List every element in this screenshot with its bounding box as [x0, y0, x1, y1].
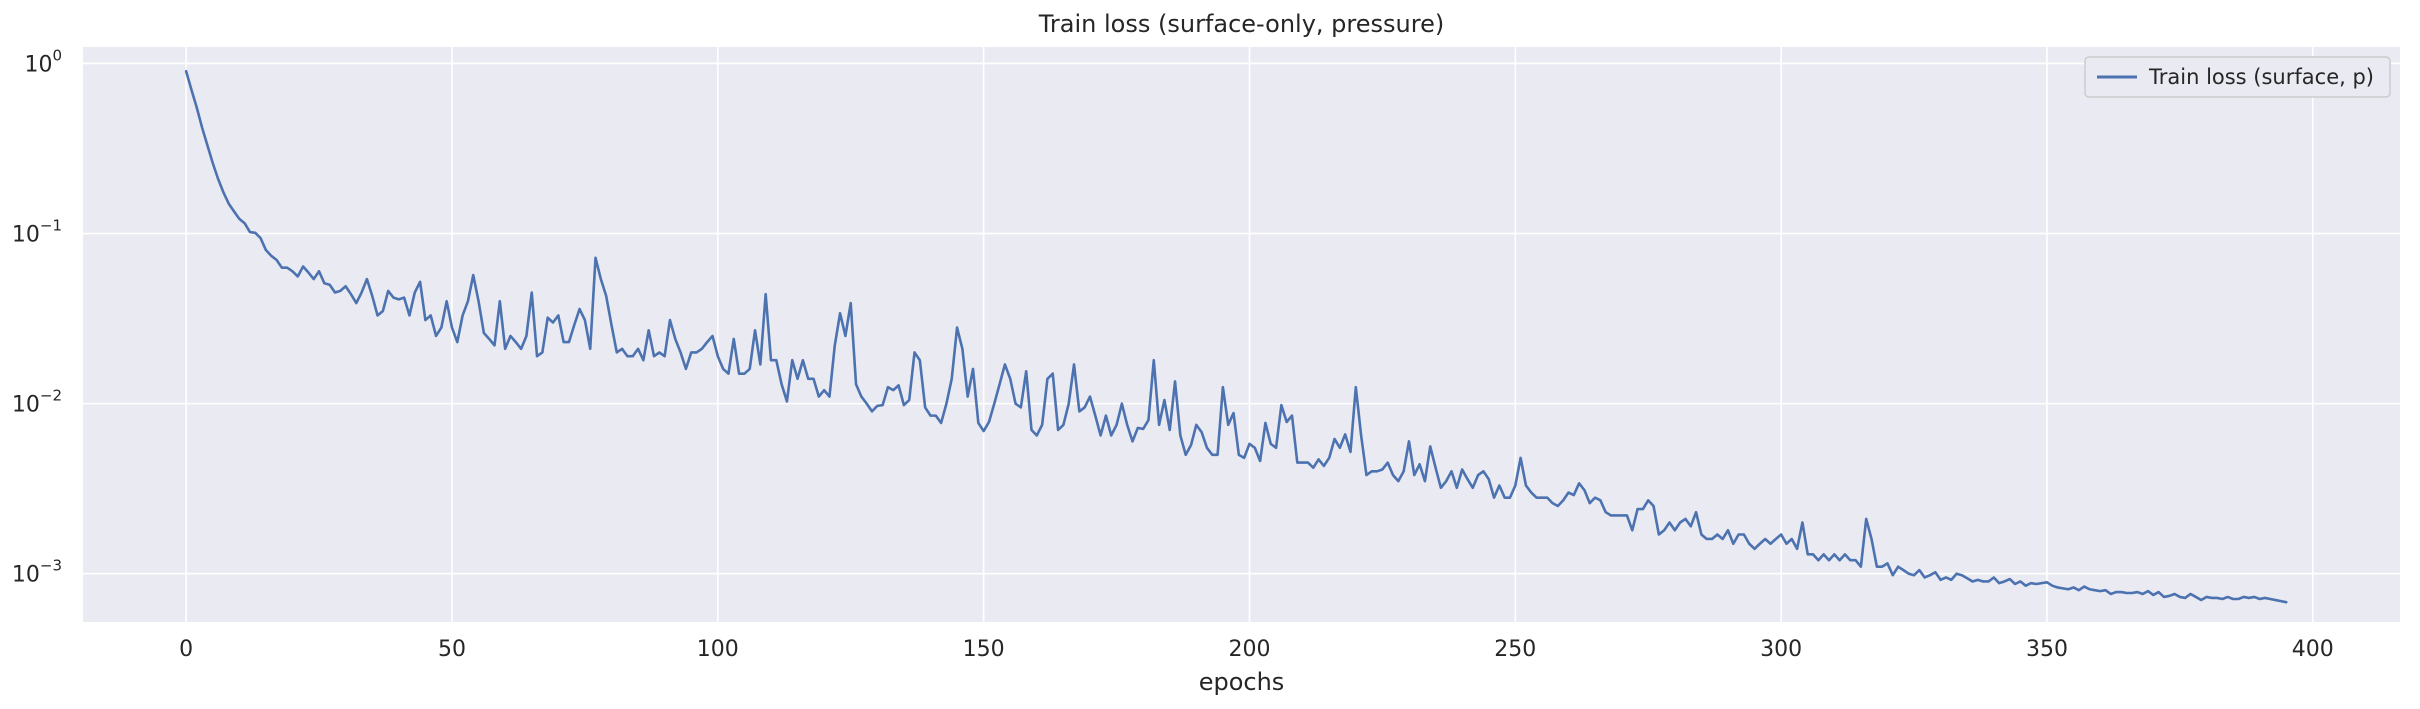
x-tick-label: 350: [2026, 637, 2068, 662]
y-tick-labels: 100 10−1 10−2 10−3: [12, 46, 62, 587]
series-lines: [184, 69, 2288, 604]
x-tick-label: 50: [438, 637, 466, 662]
x-tick-label: 250: [1494, 637, 1536, 662]
x-tick-label: 100: [697, 637, 739, 662]
x-tick-label: 400: [2292, 637, 2334, 662]
x-tick-label: 200: [1228, 637, 1270, 662]
y-tick-label: 10−1: [12, 217, 62, 248]
chart-title: Train loss (surface-only, pressure): [1038, 10, 1444, 38]
x-axis-label: epochs: [1199, 668, 1285, 696]
legend: Train loss (surface, p): [2084, 56, 2391, 98]
x-tick-label: 0: [179, 637, 193, 662]
y-tick-label: 10−2: [12, 387, 62, 418]
y-tick-label: 100: [24, 46, 62, 77]
legend-box: [2084, 56, 2391, 98]
x-tick-label: 150: [963, 637, 1005, 662]
x-tick-labels: 0 50 100 150 200 250 300 350 400: [179, 637, 2334, 662]
plot-area: [83, 47, 2400, 622]
legend-label: Train loss (surface, p): [2148, 65, 2374, 89]
y-tick-label: 10−3: [12, 557, 62, 588]
series-line: [184, 69, 2288, 604]
x-tick-label: 300: [1760, 637, 1802, 662]
grid: [83, 47, 2400, 622]
